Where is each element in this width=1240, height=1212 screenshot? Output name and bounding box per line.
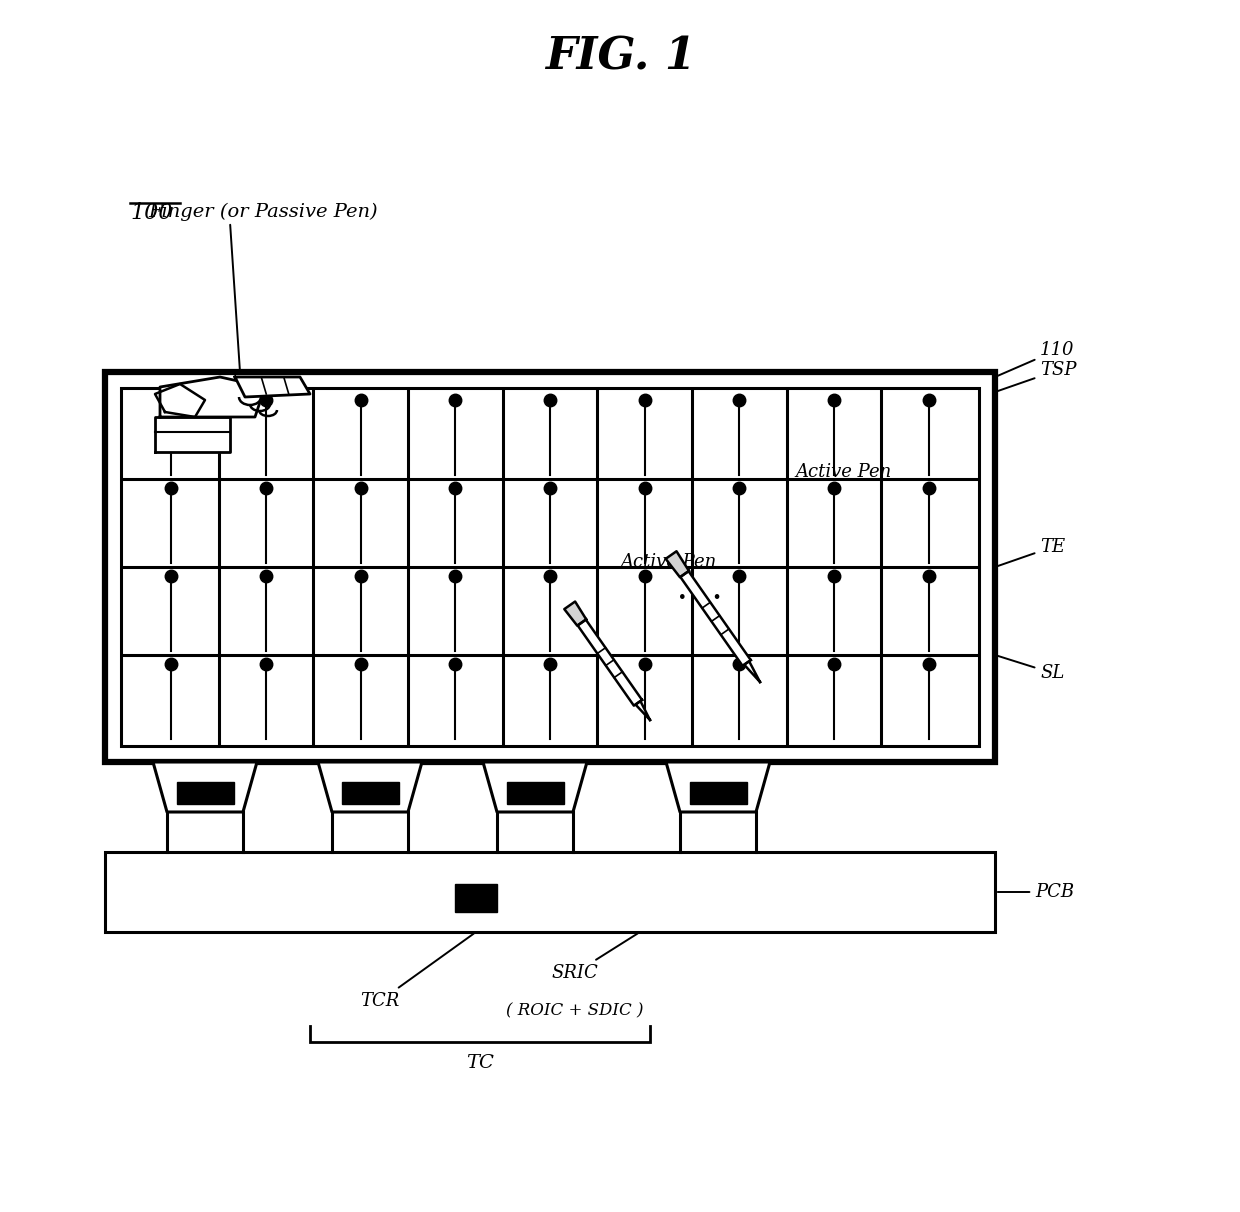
Bar <box>122 388 980 747</box>
Polygon shape <box>484 762 587 812</box>
Text: Active Pen: Active Pen <box>620 553 717 571</box>
Text: TSP: TSP <box>998 361 1076 391</box>
Polygon shape <box>564 601 587 625</box>
Polygon shape <box>744 662 760 682</box>
Polygon shape <box>578 619 642 705</box>
Bar <box>506 782 563 804</box>
Polygon shape <box>155 417 229 452</box>
Bar <box>176 782 233 804</box>
Polygon shape <box>236 377 310 398</box>
Text: 100: 100 <box>130 202 172 224</box>
Text: TE: TE <box>998 538 1065 566</box>
Bar <box>105 372 994 762</box>
Bar <box>689 782 746 804</box>
Text: SRIC: SRIC <box>552 933 637 982</box>
Polygon shape <box>317 762 422 812</box>
Text: Finger (or Passive Pen): Finger (or Passive Pen) <box>148 202 378 221</box>
Text: TCR: TCR <box>361 933 474 1010</box>
Polygon shape <box>153 762 257 812</box>
Polygon shape <box>681 571 750 665</box>
Text: ( ROIC + SDIC ): ( ROIC + SDIC ) <box>506 1002 644 1019</box>
Polygon shape <box>635 701 650 720</box>
Text: TC: TC <box>466 1054 494 1071</box>
Polygon shape <box>666 551 689 577</box>
Text: Active Pen: Active Pen <box>795 463 892 481</box>
Text: SL: SL <box>998 656 1064 682</box>
Bar <box>105 852 994 932</box>
Text: . . .: . . . <box>678 581 722 604</box>
Text: 110: 110 <box>997 341 1075 376</box>
Bar <box>341 782 398 804</box>
Text: PCB: PCB <box>998 884 1074 901</box>
Polygon shape <box>666 762 770 812</box>
Polygon shape <box>155 384 205 417</box>
Polygon shape <box>160 377 265 417</box>
Bar <box>455 884 497 911</box>
Text: FIG. 1: FIG. 1 <box>544 35 696 79</box>
